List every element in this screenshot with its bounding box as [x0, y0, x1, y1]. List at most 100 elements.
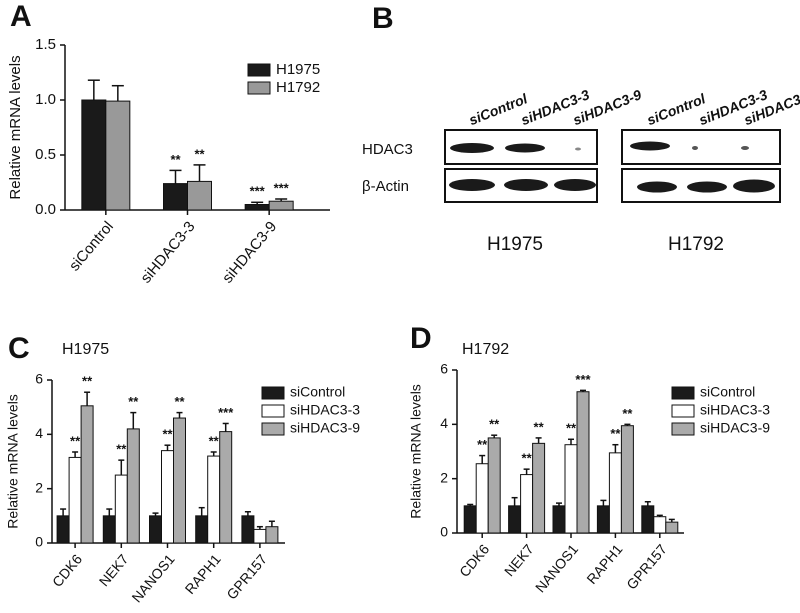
- y-tick-label: 0.5: [35, 146, 56, 163]
- x-tick-label: siHDAC3-3: [137, 218, 198, 286]
- lane-labels: siControl siHDAC3-3 siHDAC3-9 siControl …: [467, 86, 800, 128]
- chart-title: H1975: [62, 341, 109, 358]
- bar: [68, 456, 82, 544]
- bar: [265, 526, 279, 544]
- significance: **: [489, 417, 500, 432]
- x-tick-label: CDK6: [456, 541, 492, 580]
- bar: [244, 204, 270, 211]
- blot-image: [444, 129, 781, 203]
- significance: **: [194, 146, 205, 161]
- bar: [641, 505, 655, 534]
- cell-line-label: H1792: [668, 234, 724, 255]
- significance: ***: [274, 180, 290, 195]
- bar: [508, 505, 522, 534]
- y-tick-label: 1.5: [35, 36, 56, 53]
- y-tick-label: 0: [35, 534, 43, 550]
- x-tick-label: GPR157: [623, 541, 670, 593]
- y-axis-label: Relative mRNA levels: [7, 55, 24, 199]
- bar: [596, 505, 610, 534]
- significance: **: [477, 437, 488, 452]
- legend-label: siHDAC3-3: [700, 402, 770, 418]
- bar: [219, 431, 233, 544]
- bar: [564, 444, 578, 534]
- y-tick-label: 2: [35, 479, 43, 495]
- y-tick-label: 0: [440, 524, 448, 540]
- panel-label: C: [8, 332, 30, 365]
- x-tick-label: NEK7: [501, 541, 537, 579]
- significance: ***: [250, 184, 266, 199]
- panel-label: B: [372, 2, 394, 35]
- chart-title: H1792: [462, 341, 509, 358]
- legend-swatch: [671, 422, 695, 436]
- bar: [81, 99, 107, 211]
- x-tick-label: RAPH1: [182, 551, 224, 597]
- lane-label: siControl: [645, 90, 709, 128]
- significance: **: [522, 451, 533, 466]
- significance: ***: [575, 372, 591, 387]
- legend-label: siHDAC3-9: [700, 420, 770, 436]
- legend-swatch: [671, 386, 695, 400]
- x-tick-label: siHDAC3-9: [219, 218, 280, 286]
- significance: **: [162, 427, 173, 442]
- y-tick-label: 4: [440, 415, 448, 431]
- legend-swatch: [261, 422, 285, 436]
- bar: [173, 417, 186, 544]
- y-tick-label: 6: [440, 361, 448, 377]
- significance: **: [566, 421, 577, 436]
- significance: **: [170, 152, 181, 167]
- bar: [576, 391, 590, 534]
- bar: [187, 180, 212, 211]
- bar: [608, 452, 622, 534]
- bar: [487, 437, 501, 534]
- bar: [80, 405, 94, 544]
- panel-label: D: [410, 322, 432, 355]
- bar: [268, 200, 294, 211]
- bar: [105, 100, 131, 211]
- bar: [653, 516, 667, 534]
- x-tick-label: GPR157: [223, 551, 270, 603]
- legend-swatch: [671, 404, 695, 418]
- bar: [241, 515, 255, 544]
- x-tick-label: NEK7: [96, 551, 132, 589]
- x-tick-label: siControl: [66, 218, 117, 274]
- significance: **: [128, 394, 139, 409]
- bar: [532, 442, 546, 534]
- significance: **: [70, 433, 81, 448]
- bar: [56, 515, 70, 544]
- significance: **: [610, 426, 621, 441]
- y-tick-label: 2: [440, 469, 448, 485]
- legend-label: siControl: [290, 384, 345, 400]
- legend-label: siHDAC3-3: [290, 402, 360, 418]
- bar: [102, 515, 116, 544]
- row-label: HDAC3: [362, 141, 413, 158]
- legend-swatch: [261, 404, 285, 418]
- bar: [126, 428, 140, 544]
- bar: [552, 505, 566, 534]
- y-tick-label: 6: [35, 371, 43, 387]
- legend-swatch: [247, 63, 271, 77]
- significance: **: [534, 419, 545, 434]
- bar: [253, 528, 267, 544]
- significance: **: [82, 374, 93, 389]
- bar: [620, 425, 634, 534]
- y-axis-label: Relative mRNA levels: [408, 384, 424, 519]
- significance: **: [622, 406, 633, 421]
- y-tick-label: 0.0: [35, 201, 56, 218]
- legend-label: siControl: [700, 384, 755, 400]
- y-axis-label: Relative mRNA levels: [5, 394, 21, 529]
- x-tick-label: CDK6: [49, 551, 85, 590]
- legend-label: siHDAC3-9: [290, 420, 360, 436]
- y-tick-label: 1.0: [35, 91, 56, 108]
- bar: [163, 183, 188, 211]
- row-label: β-Actin: [362, 178, 409, 195]
- x-tick-label: NANOS1: [128, 551, 177, 606]
- legend-swatch: [261, 386, 285, 400]
- bar: [149, 515, 162, 544]
- blot-bands: [449, 141, 775, 193]
- bar: [463, 505, 477, 534]
- cell-line-label: H1975: [487, 234, 543, 255]
- legend-label: H1975: [276, 61, 320, 78]
- significance: **: [209, 433, 220, 448]
- legend-swatch: [247, 81, 271, 95]
